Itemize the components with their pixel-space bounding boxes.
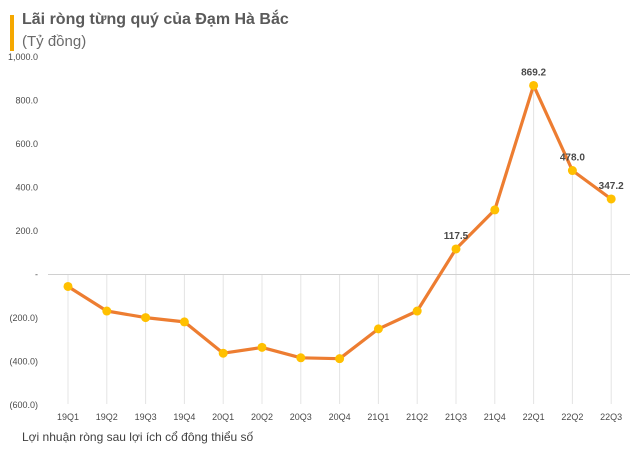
data-point — [529, 80, 539, 90]
data-label: 478.0 — [560, 153, 585, 164]
x-tick-label: 20Q3 — [290, 412, 312, 422]
title-accent-bar — [10, 15, 14, 51]
x-tick-label: 19Q1 — [57, 412, 79, 422]
data-point — [218, 348, 228, 358]
x-tick-label: 21Q4 — [484, 412, 506, 422]
y-tick-label: 600.0 — [15, 139, 38, 149]
x-tick-label: 22Q3 — [600, 412, 622, 422]
data-point — [606, 194, 616, 204]
x-tick-label: 19Q2 — [96, 412, 118, 422]
y-tick-label: (200.0) — [9, 313, 38, 323]
data-point — [373, 324, 383, 334]
y-tick-label: (600.0) — [9, 400, 38, 410]
x-tick-label: 20Q2 — [251, 412, 273, 422]
y-tick-label: - — [35, 270, 38, 280]
data-label: 117.5 — [444, 231, 469, 242]
data-point — [412, 306, 422, 316]
data-point — [490, 205, 500, 215]
data-label: 347.2 — [599, 181, 624, 192]
x-tick-label: 19Q3 — [135, 412, 157, 422]
data-point — [567, 166, 577, 176]
data-point — [141, 313, 151, 323]
chart-footnote: Lợi nhuận ròng sau lợi ích cổ đông thiểu… — [22, 430, 254, 444]
x-tick-label: 20Q1 — [212, 412, 234, 422]
x-tick-label: 22Q2 — [561, 412, 583, 422]
data-label: 869.2 — [521, 67, 546, 78]
x-tick-label: 21Q1 — [367, 412, 389, 422]
y-tick-label: 1,000.0 — [8, 52, 38, 62]
x-axis-ticks: 19Q1 19Q2 19Q3 19Q4 20Q1 20Q2 20Q3 20Q4 21Q1 21Q2… — [57, 85, 622, 422]
data-point — [102, 306, 112, 316]
data-point — [451, 244, 461, 254]
x-tick-label: 20Q4 — [329, 412, 351, 422]
x-tick-label: 22Q1 — [523, 412, 545, 422]
data-point — [257, 342, 267, 352]
y-tick-label: 800.0 — [15, 96, 38, 106]
y-tick-label: 400.0 — [15, 183, 38, 193]
data-point — [179, 317, 189, 327]
data-point — [296, 353, 306, 363]
data-points — [63, 80, 616, 364]
y-tick-label: (400.0) — [9, 357, 38, 367]
data-labels: 117.5 869.2 478.0 347.2 — [444, 67, 624, 241]
y-axis-ticks: 1,000.0 800.0 600.0 400.0 200.0 - (200.0) (400.… — [8, 52, 38, 410]
data-point — [63, 281, 73, 291]
chart-title: Lãi ròng từng quý của Đạm Hà Bắc — [22, 11, 289, 28]
y-tick-label: 200.0 — [15, 226, 38, 236]
x-tick-label: 21Q2 — [406, 412, 428, 422]
x-tick-label: 19Q4 — [173, 412, 195, 422]
chart-subtitle: (Tỷ đồng) — [22, 33, 87, 50]
data-point — [335, 354, 345, 364]
x-tick-label: 21Q3 — [445, 412, 467, 422]
